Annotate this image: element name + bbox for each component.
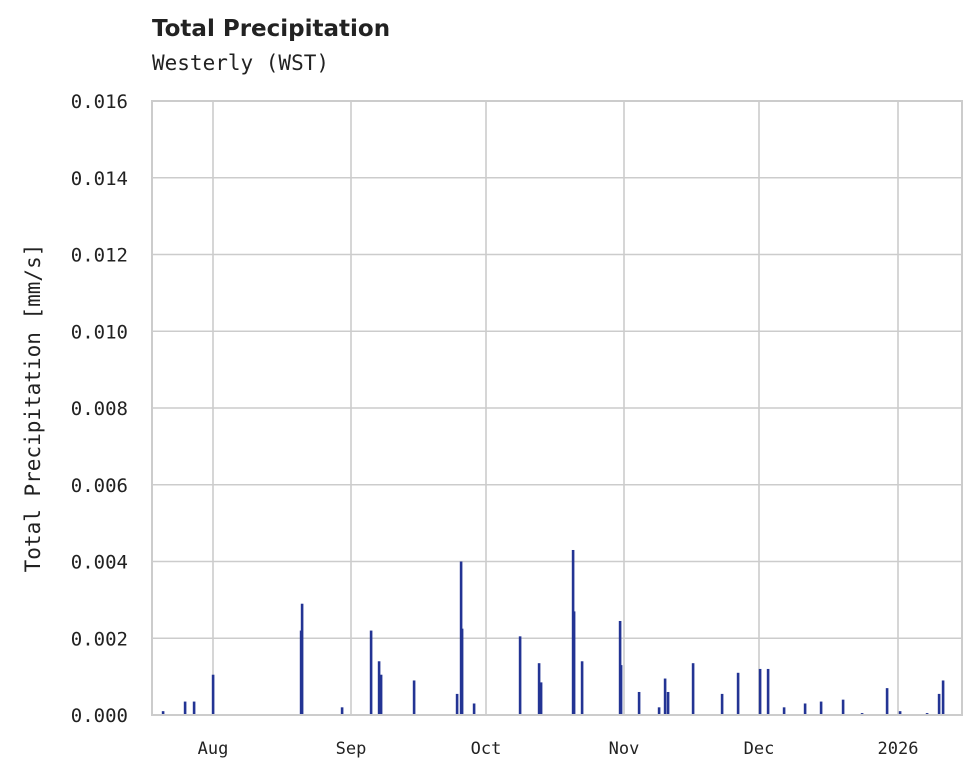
y-tick-label: 0.004 [71,552,128,574]
y-axis-label: Total Precipitation [mm/s] [21,244,45,573]
precipitation-bar [161,711,165,715]
precipitation-bar [369,630,373,715]
precipitation-bar [183,701,187,715]
plot-frame [151,100,963,716]
precipitation-bar [691,663,695,715]
x-tick-label: Aug [198,739,229,759]
precipitation-bar [941,680,945,715]
precipitation-bar [885,688,889,715]
y-tick-label: 0.014 [71,168,128,190]
precipitation-bar [782,707,786,715]
precipitation-bar [736,672,740,715]
chart-title: Total Precipitation [152,16,391,42]
precipitation-bar [758,668,762,715]
precipitation-bars [161,549,945,715]
precipitation-bar [937,693,941,715]
precipitation-bar [211,674,215,715]
precipitation-bar [300,603,304,715]
x-tick-label: Dec [744,739,775,759]
precipitation-bar [898,711,902,715]
y-tick-label: 0.000 [71,705,128,727]
precipitation-bar [340,707,344,715]
chart-subtitle: Westerly (WST) [152,51,330,75]
precipitation-bar [537,663,541,715]
y-tick-label: 0.006 [71,475,128,497]
precipitation-bar [637,691,641,715]
grid-lines [152,100,962,716]
precipitation-bar [379,674,383,715]
y-tick-label: 0.012 [71,245,128,267]
y-axis-ticks: 0.000 0.002 0.004 0.006 0.008 0.010 0.012 0.014… [71,91,128,727]
precipitation-bar [720,693,724,715]
x-tick-label: Oct [471,739,502,759]
precipitation-bar [412,680,416,715]
precipitation-bar [841,699,845,715]
x-tick-label: 2026 [878,739,919,759]
precipitation-bar [663,678,667,715]
precipitation-bar [377,661,381,715]
precipitation-bar [518,636,522,715]
precipitation-bar [572,611,576,715]
y-tick-label: 0.002 [71,628,128,650]
x-tick-label: Nov [609,739,640,759]
precipitation-bar [580,661,584,715]
y-tick-label: 0.010 [71,321,128,343]
precipitation-bar [472,703,476,715]
precipitation-bar [460,628,464,715]
precipitation-bar [803,703,807,715]
x-tick-label: Sep [336,739,367,759]
precipitation-bar [657,707,661,715]
x-axis-ticks: Aug Sep Oct Nov Dec 2026 [198,739,919,759]
precipitation-bar [819,701,823,715]
y-tick-label: 0.016 [71,91,128,113]
precipitation-bar [766,668,770,715]
precipitation-bar [539,682,543,715]
precipitation-bar [619,665,623,715]
y-tick-label: 0.008 [71,398,128,420]
precipitation-bar [455,693,459,715]
precipitation-bar [192,701,196,715]
precipitation-bar [666,691,670,715]
